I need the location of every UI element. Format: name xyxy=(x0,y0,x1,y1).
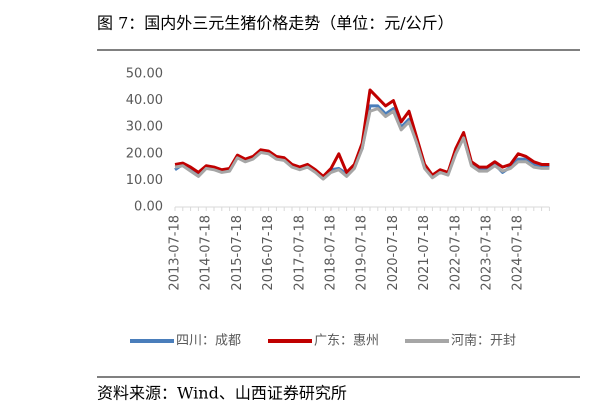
x-tick-label: 2016-07-18 xyxy=(261,215,276,291)
x-tick-label: 2013-07-18 xyxy=(168,215,183,291)
y-tick-label: 30.00 xyxy=(126,120,163,135)
legend-label: 河南：开封 xyxy=(451,333,516,349)
legend-label: 广东：惠州 xyxy=(314,334,379,349)
series-line xyxy=(174,88,550,178)
x-tick-label: 2017-07-18 xyxy=(292,215,307,291)
legend-label: 四川：成都 xyxy=(176,334,241,349)
x-tick-label: 2014-07-18 xyxy=(199,215,214,291)
x-tick-label: 2023-07-18 xyxy=(480,215,495,291)
x-tick-label: 2022-07-18 xyxy=(448,215,463,291)
x-tick-label: 2021-07-18 xyxy=(417,215,432,291)
y-tick-label: 10.00 xyxy=(126,173,163,188)
x-tick-label: 2018-07-18 xyxy=(324,215,339,291)
source-note: 资料来源：Wind、山西证券研究所 xyxy=(97,384,347,403)
y-tick-label: 50.00 xyxy=(126,67,163,82)
chart-title: 图 7：国内外三元生猪价格走势（单位：元/公斤） xyxy=(97,14,454,33)
x-tick-label: 2020-07-18 xyxy=(386,215,401,291)
x-tick-label: 2015-07-18 xyxy=(230,215,245,291)
series-line xyxy=(174,107,550,181)
y-tick-label: 40.00 xyxy=(126,93,163,108)
y-tick-label: 20.00 xyxy=(126,146,163,161)
x-tick-label: 2019-07-18 xyxy=(355,215,370,291)
y-tick-label: 0.00 xyxy=(134,200,163,215)
x-tick-label: 2024-07-18 xyxy=(511,215,526,291)
